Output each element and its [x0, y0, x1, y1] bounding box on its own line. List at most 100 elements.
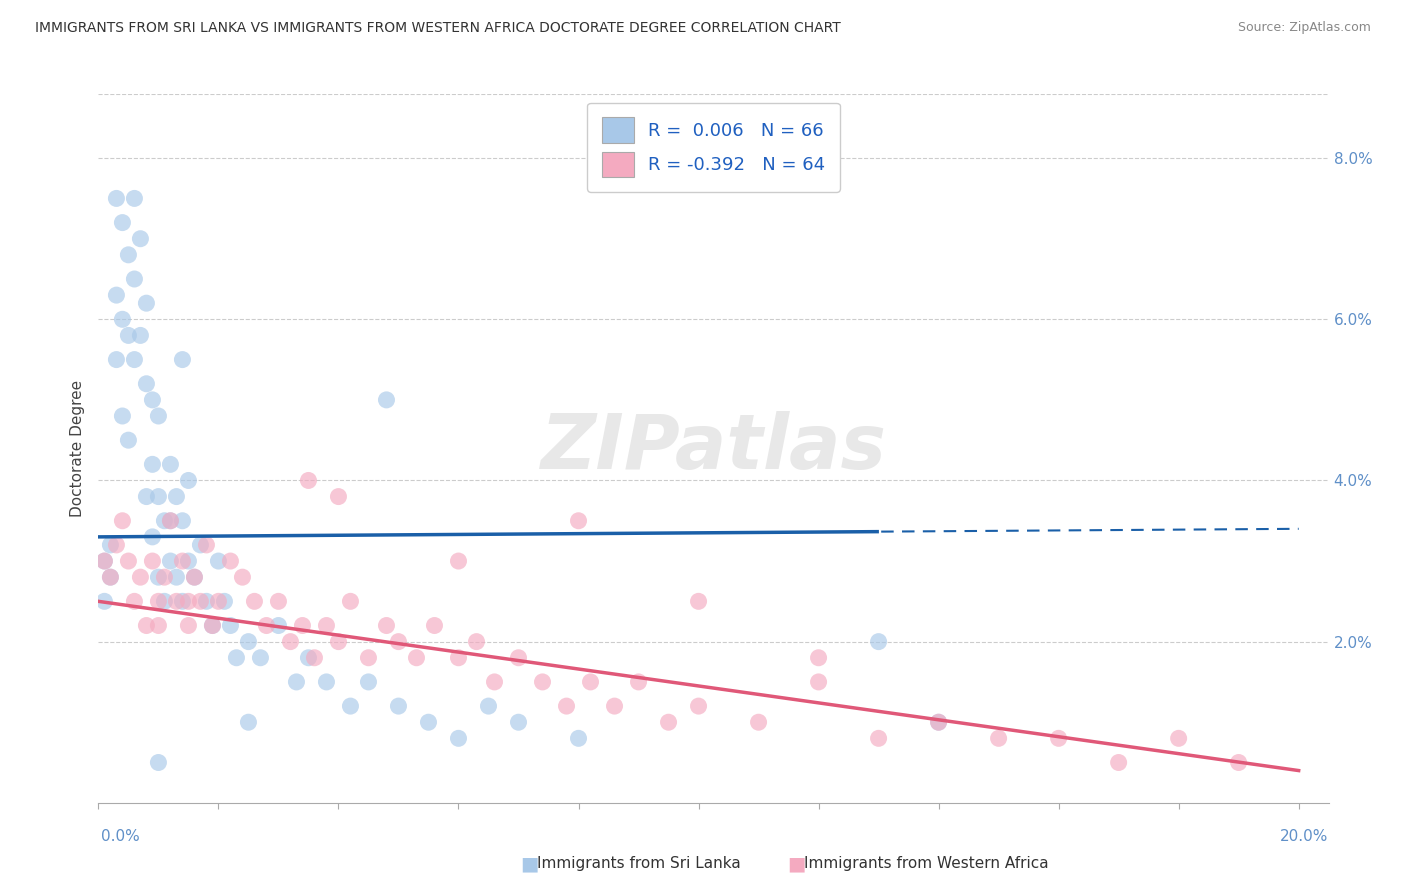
Point	[688, 699, 710, 714]
Point	[225, 650, 247, 665]
Point	[297, 474, 319, 488]
Point	[328, 490, 350, 504]
Point	[148, 594, 170, 608]
Point	[111, 409, 134, 423]
Point	[1227, 756, 1250, 770]
Point	[111, 312, 134, 326]
Point	[177, 474, 200, 488]
Point	[201, 618, 224, 632]
Point	[219, 618, 242, 632]
Point	[165, 594, 187, 608]
Point	[928, 715, 950, 730]
Point	[124, 352, 146, 367]
Point	[315, 674, 337, 689]
Point	[129, 328, 152, 343]
Point	[987, 731, 1010, 746]
Point	[153, 570, 176, 584]
Point	[508, 715, 530, 730]
Point	[231, 570, 253, 584]
Point	[238, 715, 260, 730]
Point	[357, 674, 380, 689]
Point	[214, 594, 236, 608]
Point	[100, 570, 122, 584]
Point	[183, 570, 205, 584]
Point	[267, 594, 290, 608]
Point	[190, 594, 212, 608]
Point	[928, 715, 950, 730]
Point	[567, 731, 589, 746]
Point	[447, 554, 470, 568]
Point	[93, 554, 115, 568]
Point	[315, 618, 337, 632]
Point	[1047, 731, 1070, 746]
Point	[148, 756, 170, 770]
Point	[748, 715, 770, 730]
Point	[117, 433, 139, 447]
Point	[531, 674, 554, 689]
Point	[190, 538, 212, 552]
Point	[807, 674, 830, 689]
Point	[328, 634, 350, 648]
Point	[159, 514, 181, 528]
Point	[172, 352, 194, 367]
Point	[657, 715, 679, 730]
Point	[111, 514, 134, 528]
Point	[627, 674, 650, 689]
Point	[105, 352, 128, 367]
Point	[153, 594, 176, 608]
Point	[405, 650, 427, 665]
Point	[105, 288, 128, 302]
Point	[148, 618, 170, 632]
Point	[484, 674, 506, 689]
Point	[219, 554, 242, 568]
Point	[148, 570, 170, 584]
Point	[117, 328, 139, 343]
Point	[688, 594, 710, 608]
Point	[159, 458, 181, 472]
Point	[183, 570, 205, 584]
Point	[177, 618, 200, 632]
Point	[280, 634, 302, 648]
Point	[207, 594, 229, 608]
Point	[100, 570, 122, 584]
Point	[124, 594, 146, 608]
Point	[148, 490, 170, 504]
Point	[201, 618, 224, 632]
Point	[177, 554, 200, 568]
Point	[129, 570, 152, 584]
Point	[135, 618, 157, 632]
Point	[141, 392, 163, 407]
Point	[243, 594, 266, 608]
Point	[165, 570, 187, 584]
Point	[304, 650, 326, 665]
Point	[129, 232, 152, 246]
Point	[555, 699, 578, 714]
Point	[124, 272, 146, 286]
Text: Source: ZipAtlas.com: Source: ZipAtlas.com	[1237, 21, 1371, 35]
Point	[117, 248, 139, 262]
Point	[291, 618, 314, 632]
Point	[141, 530, 163, 544]
Point	[195, 594, 218, 608]
Text: Immigrants from Western Africa: Immigrants from Western Africa	[804, 856, 1049, 871]
Point	[465, 634, 488, 648]
Point	[141, 554, 163, 568]
Point	[387, 634, 409, 648]
Point	[447, 650, 470, 665]
Point	[159, 514, 181, 528]
Point	[135, 296, 157, 310]
Point	[165, 490, 187, 504]
Text: ■: ■	[787, 854, 806, 873]
Point	[124, 191, 146, 205]
Text: IMMIGRANTS FROM SRI LANKA VS IMMIGRANTS FROM WESTERN AFRICA DOCTORATE DEGREE COR: IMMIGRANTS FROM SRI LANKA VS IMMIGRANTS …	[35, 21, 841, 36]
Point	[135, 490, 157, 504]
Point	[339, 594, 361, 608]
Point	[357, 650, 380, 665]
Legend: R =  0.006   N = 66, R = -0.392   N = 64: R = 0.006 N = 66, R = -0.392 N = 64	[588, 103, 839, 192]
Point	[117, 554, 139, 568]
Point	[423, 618, 446, 632]
Text: Immigrants from Sri Lanka: Immigrants from Sri Lanka	[537, 856, 741, 871]
Point	[603, 699, 626, 714]
Point	[297, 650, 319, 665]
Point	[177, 594, 200, 608]
